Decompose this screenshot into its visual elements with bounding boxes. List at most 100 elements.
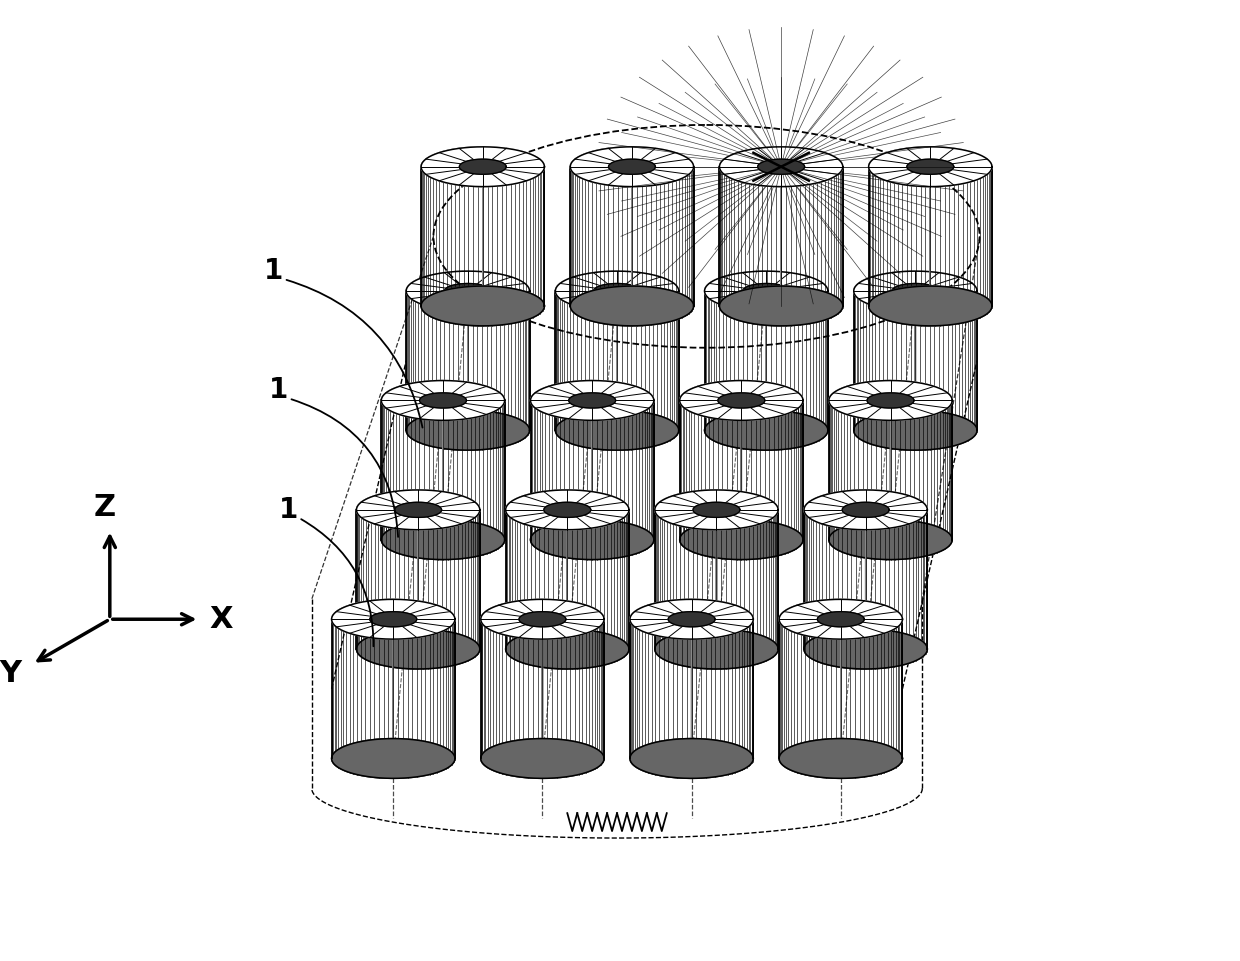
Polygon shape — [766, 271, 828, 450]
Polygon shape — [520, 612, 565, 627]
Polygon shape — [418, 490, 480, 669]
Polygon shape — [356, 490, 480, 530]
Polygon shape — [531, 381, 653, 420]
Text: 1: 1 — [279, 496, 299, 524]
Polygon shape — [618, 271, 678, 450]
Polygon shape — [382, 381, 443, 559]
Polygon shape — [356, 629, 480, 669]
Polygon shape — [481, 739, 604, 778]
Polygon shape — [742, 381, 804, 559]
Polygon shape — [853, 271, 977, 311]
Polygon shape — [609, 160, 656, 174]
Polygon shape — [692, 600, 753, 778]
Polygon shape — [568, 490, 629, 669]
Polygon shape — [869, 147, 992, 186]
Polygon shape — [419, 393, 466, 408]
Polygon shape — [842, 503, 889, 517]
Polygon shape — [630, 739, 753, 778]
Polygon shape — [407, 410, 529, 450]
Polygon shape — [593, 381, 653, 559]
Polygon shape — [531, 520, 653, 559]
Polygon shape — [594, 283, 641, 299]
Polygon shape — [804, 490, 928, 530]
Polygon shape — [890, 381, 952, 559]
Polygon shape — [828, 520, 952, 559]
Polygon shape — [804, 490, 866, 669]
Polygon shape — [570, 286, 693, 326]
Polygon shape — [704, 271, 766, 450]
Polygon shape — [906, 160, 954, 174]
Polygon shape — [443, 381, 505, 559]
Polygon shape — [331, 600, 393, 778]
Polygon shape — [680, 381, 804, 420]
Polygon shape — [422, 147, 482, 326]
Polygon shape — [680, 520, 804, 559]
Text: X: X — [210, 604, 233, 633]
Polygon shape — [630, 600, 753, 639]
Polygon shape — [719, 286, 843, 326]
Polygon shape — [779, 739, 903, 778]
Text: Z: Z — [94, 493, 115, 523]
Polygon shape — [758, 160, 805, 174]
Polygon shape — [781, 147, 843, 326]
Polygon shape — [869, 286, 992, 326]
Polygon shape — [680, 381, 742, 559]
Polygon shape — [719, 147, 843, 186]
Polygon shape — [866, 490, 928, 669]
Polygon shape — [704, 271, 828, 311]
Polygon shape — [719, 147, 781, 326]
Polygon shape — [382, 520, 505, 559]
Polygon shape — [828, 381, 890, 559]
Polygon shape — [655, 629, 779, 669]
Polygon shape — [542, 600, 604, 778]
Polygon shape — [915, 271, 977, 450]
Polygon shape — [506, 490, 629, 530]
Polygon shape — [544, 503, 590, 517]
Text: 1: 1 — [269, 377, 289, 405]
Polygon shape — [779, 600, 841, 778]
Polygon shape — [393, 600, 455, 778]
Polygon shape — [331, 600, 455, 639]
Polygon shape — [444, 283, 491, 299]
Polygon shape — [481, 600, 604, 639]
Polygon shape — [570, 147, 632, 326]
Polygon shape — [467, 271, 529, 450]
Polygon shape — [817, 612, 864, 627]
Polygon shape — [693, 503, 740, 517]
Polygon shape — [743, 283, 790, 299]
Polygon shape — [867, 393, 914, 408]
Text: 1: 1 — [264, 258, 284, 285]
Polygon shape — [556, 271, 618, 450]
Polygon shape — [481, 600, 542, 778]
Polygon shape — [930, 147, 992, 326]
Polygon shape — [853, 271, 915, 450]
Polygon shape — [717, 490, 779, 669]
Polygon shape — [422, 286, 544, 326]
Polygon shape — [570, 147, 693, 186]
Polygon shape — [482, 147, 544, 326]
Polygon shape — [506, 490, 568, 669]
Polygon shape — [655, 490, 717, 669]
Polygon shape — [422, 147, 544, 186]
Polygon shape — [892, 283, 939, 299]
Polygon shape — [382, 381, 505, 420]
Polygon shape — [531, 381, 593, 559]
Polygon shape — [459, 160, 506, 174]
Polygon shape — [506, 629, 629, 669]
Polygon shape — [869, 147, 930, 326]
Polygon shape — [704, 410, 828, 450]
Polygon shape — [630, 600, 692, 778]
Polygon shape — [718, 393, 765, 408]
Polygon shape — [331, 739, 455, 778]
Polygon shape — [632, 147, 693, 326]
Polygon shape — [370, 612, 417, 627]
Text: Y: Y — [0, 659, 21, 688]
Polygon shape — [804, 629, 928, 669]
Polygon shape — [407, 271, 529, 311]
Polygon shape — [394, 503, 441, 517]
Polygon shape — [569, 393, 615, 408]
Polygon shape — [841, 600, 903, 778]
Polygon shape — [779, 600, 903, 639]
Polygon shape — [668, 612, 715, 627]
Polygon shape — [356, 490, 418, 669]
